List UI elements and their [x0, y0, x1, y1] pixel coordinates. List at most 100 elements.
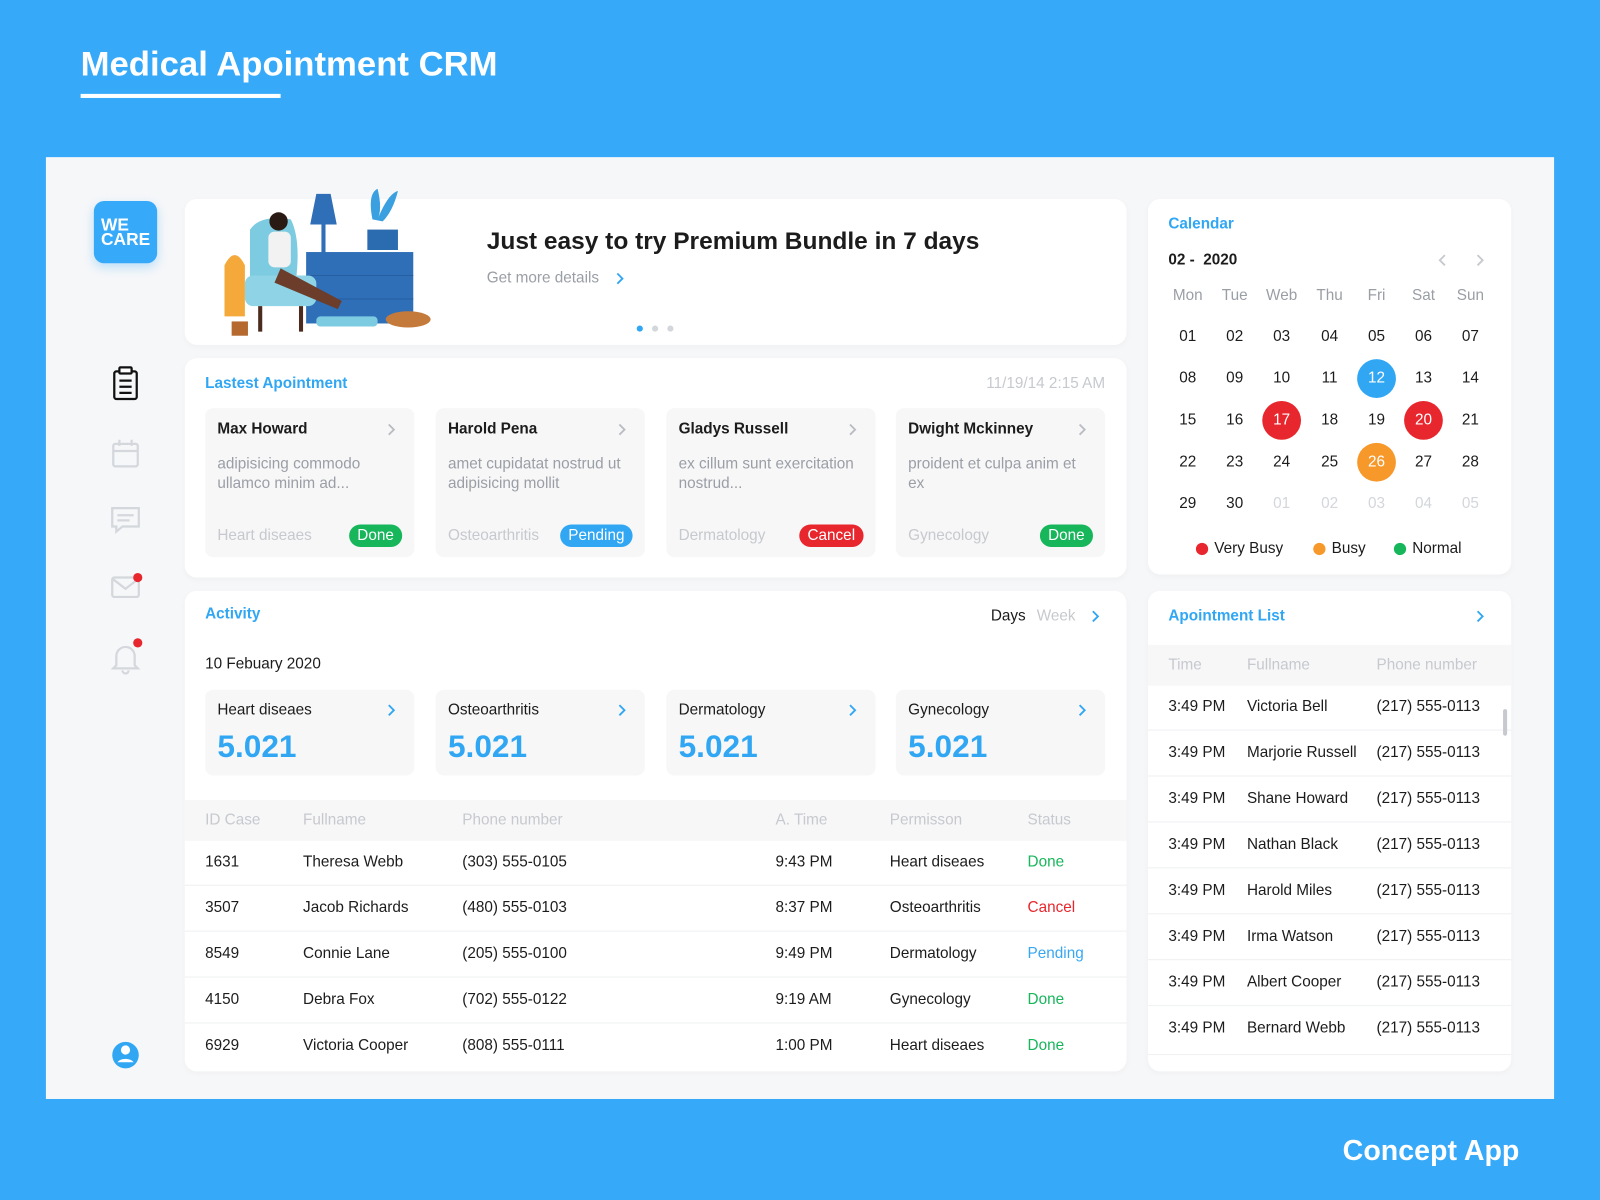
table-cell: 9:43 PM [775, 853, 833, 871]
carousel-dot[interactable] [667, 325, 674, 332]
calendar-day[interactable]: 23 [1226, 453, 1244, 471]
chevron[interactable] [1474, 254, 1484, 266]
chevron[interactable] [1438, 254, 1448, 266]
chevron[interactable] [1077, 704, 1087, 716]
chevron-path [849, 423, 857, 436]
appointment-note: ex cillum sunt exercitation nostrud... [678, 455, 854, 492]
calendar-day[interactable]: 03 [1368, 494, 1386, 513]
chevron[interactable] [1077, 423, 1087, 436]
calendar-day[interactable]: 27 [1414, 453, 1432, 471]
table-cell: 3:49 PM [1168, 881, 1226, 899]
calendar-day[interactable]: 13 [1414, 369, 1432, 387]
carousel-dot[interactable] [636, 325, 643, 332]
table-cell: Theresa Webb [303, 853, 404, 871]
calendar-day[interactable]: 19 [1368, 411, 1386, 429]
table-cell: Debra Fox [303, 990, 375, 1009]
stat-card[interactable] [666, 689, 876, 776]
chevron[interactable] [1474, 610, 1484, 623]
legend-dot [1393, 542, 1407, 556]
row-divider [1147, 729, 1512, 731]
calendar-day[interactable]: 04 [1321, 327, 1339, 345]
weekday: Thu [1316, 286, 1343, 305]
table-cell: (808) 555-0111 [462, 1036, 565, 1055]
calendar-day[interactable]: 15 [1179, 411, 1197, 429]
column-header: ID Case [205, 811, 261, 829]
calendar-day[interactable]: 05 [1461, 494, 1479, 513]
calendar-day[interactable]: 11 [1321, 369, 1338, 387]
chevron-path [388, 423, 396, 436]
calendar-day[interactable]: 20 [1414, 411, 1432, 429]
calendar-day[interactable]: 16 [1226, 411, 1244, 429]
table-cell: Albert Cooper [1246, 973, 1342, 991]
calendar-day[interactable]: 01 [1179, 327, 1197, 345]
chevron[interactable] [616, 423, 626, 436]
table-cell: Victoria Cooper [303, 1036, 409, 1055]
table-cell: Dermatology [889, 944, 977, 963]
calendar-day[interactable]: 12 [1368, 369, 1386, 387]
calendar-day[interactable]: 04 [1414, 494, 1432, 513]
sidebar-icons [110, 366, 143, 1069]
calendar-day[interactable]: 09 [1226, 369, 1244, 387]
calendar-day[interactable]: 02 [1226, 327, 1244, 345]
row-divider [184, 1022, 1127, 1024]
chevron-path [618, 423, 626, 436]
illustration [224, 188, 431, 336]
column-header: Fullname [303, 811, 367, 829]
status-pill: Done [1039, 524, 1093, 547]
calendar-day[interactable]: 29 [1179, 494, 1197, 513]
day-highlight [1357, 359, 1396, 398]
calendar-day[interactable]: 03 [1273, 327, 1291, 345]
appointment-category: Dermatology [678, 526, 766, 544]
calendar-day[interactable]: 18 [1321, 411, 1339, 429]
scrollbar[interactable] [1503, 709, 1508, 736]
calendar-day[interactable]: 25 [1321, 453, 1339, 471]
calendar-day[interactable]: 06 [1414, 327, 1432, 345]
chevron[interactable] [614, 272, 624, 285]
chevron[interactable] [847, 704, 857, 716]
section-title: Lastest Apointment [205, 374, 348, 392]
stat-label: Osteoarthritis [447, 701, 539, 719]
table-header [1147, 644, 1512, 686]
weekday: Sun [1456, 286, 1485, 305]
calendar-day[interactable]: 21 [1461, 411, 1479, 429]
calendar-day[interactable]: 07 [1461, 327, 1479, 345]
calendar-day[interactable]: 17 [1273, 411, 1291, 429]
stat-card[interactable] [205, 689, 415, 776]
calendar-day[interactable]: 26 [1368, 453, 1386, 471]
calendar-day[interactable]: 14 [1461, 369, 1479, 387]
tab[interactable]: Days [990, 607, 1026, 625]
chevron[interactable] [386, 423, 396, 436]
table-cell: Marjorie Russell [1246, 743, 1357, 762]
weekday: Web [1266, 286, 1298, 305]
calendar-day[interactable]: 30 [1226, 494, 1244, 513]
chevron[interactable] [616, 704, 626, 716]
calendar-day[interactable]: 10 [1273, 369, 1291, 387]
table-header [184, 799, 1127, 841]
appointment-category: Gynecology [908, 526, 989, 544]
row-divider [1147, 913, 1512, 915]
banner-link[interactable]: Get more details [486, 269, 600, 287]
table-cell: 3:49 PM [1168, 927, 1226, 945]
tab[interactable]: Week [1036, 607, 1076, 625]
table-cell: Heart diseaes [889, 853, 985, 871]
stat-card[interactable] [895, 689, 1106, 776]
patient-name: Gladys Russell [678, 420, 789, 438]
stat-card[interactable] [435, 689, 645, 776]
logo-text: WE [101, 215, 129, 235]
chevron[interactable] [847, 423, 857, 436]
calendar-day[interactable]: 24 [1273, 453, 1291, 471]
carousel-dot[interactable] [652, 325, 659, 332]
chevron[interactable] [1090, 610, 1100, 623]
table-cell: 4150 [205, 990, 240, 1009]
calendar-month: 02 - 2020 [1168, 251, 1238, 269]
chevron[interactable] [386, 704, 396, 716]
calendar-day[interactable]: 22 [1179, 453, 1197, 471]
calendar-day[interactable]: 08 [1179, 369, 1197, 387]
weekday: Fri [1367, 286, 1386, 305]
legend-label: Busy [1331, 539, 1366, 558]
calendar-day[interactable]: 01 [1273, 494, 1291, 513]
calendar-day[interactable]: 28 [1461, 453, 1479, 471]
calendar-day[interactable]: 05 [1368, 327, 1386, 345]
calendar-day[interactable]: 02 [1321, 494, 1339, 513]
